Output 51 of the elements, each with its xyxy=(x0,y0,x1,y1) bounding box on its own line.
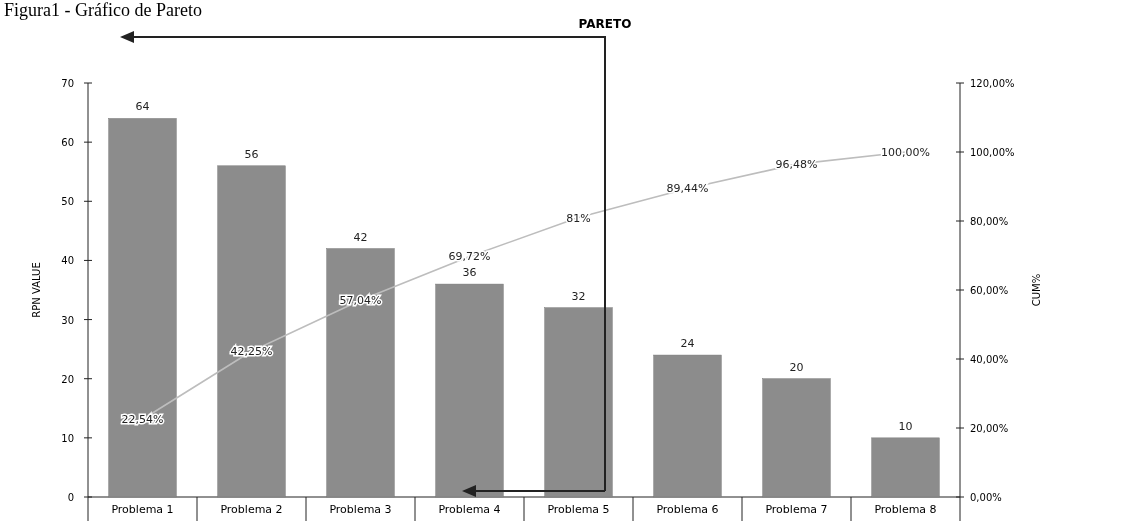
data-label: 56 xyxy=(244,147,259,161)
data-label: 57,04% xyxy=(339,294,382,308)
x-tick-label: Problema 6 xyxy=(656,503,719,516)
x-tick-label: Problema 5 xyxy=(547,503,610,516)
data-label: 69,72% xyxy=(448,250,491,264)
x-tick-label: Problema 4 xyxy=(438,503,501,516)
bar xyxy=(544,307,613,498)
text: PARETO xyxy=(578,17,632,31)
y2-tick-label: 60,00% xyxy=(970,285,1009,296)
x-tick-label: Problema 1 xyxy=(111,503,174,516)
y-tick-label: 50 xyxy=(61,196,74,208)
data-label: 96,48% xyxy=(775,158,818,172)
bar xyxy=(653,354,722,498)
data-label: 42 xyxy=(353,230,368,244)
data-label: 10 xyxy=(898,419,913,433)
y-tick-label: 30 xyxy=(61,314,74,326)
data-label: 100,00% xyxy=(881,146,930,159)
x-tick-label: Problema 8 xyxy=(874,503,937,516)
y-tick-label: 20 xyxy=(61,373,74,385)
data-label: 42,25% xyxy=(230,345,273,359)
y-tick-label: 10 xyxy=(61,432,74,444)
y-tick-label: 60 xyxy=(61,137,74,149)
bar xyxy=(762,378,831,498)
data-label: 64 xyxy=(135,100,150,114)
data-label: 32 xyxy=(571,289,586,303)
x-tick-label: Problema 7 xyxy=(765,503,828,516)
data-label: 36 xyxy=(462,266,477,280)
data-label: 20 xyxy=(789,360,804,374)
bar xyxy=(435,283,504,498)
x-tick-label: Problema 2 xyxy=(220,503,283,516)
y-tick-label: 40 xyxy=(61,255,74,267)
bar xyxy=(326,248,395,498)
data-label: 22,54% xyxy=(121,413,164,427)
x-tick-label: Problema 3 xyxy=(329,503,392,516)
bar xyxy=(217,165,286,498)
y2-tick-label: 80,00% xyxy=(970,216,1009,227)
bar xyxy=(108,118,177,498)
bar xyxy=(871,437,940,498)
y2-tick-label: 20,00% xyxy=(970,423,1009,434)
y2-tick-label: 100,00% xyxy=(970,147,1015,158)
data-label: 89,44% xyxy=(666,182,709,196)
y2-axis-title: CUM% xyxy=(1031,273,1042,307)
y2-tick-label: 120,00% xyxy=(970,78,1015,89)
y2-tick-label: 0,00% xyxy=(970,492,1002,503)
y-axis-title: RPN VALUE xyxy=(31,262,42,318)
data-label: 24 xyxy=(680,337,695,351)
y-tick-label: 70 xyxy=(61,78,74,89)
data-label: 81% xyxy=(566,211,591,225)
chart-title: Figura1 - Gráfico de Pareto xyxy=(4,0,202,20)
y-tick-label: 0 xyxy=(67,492,74,503)
y2-tick-label: 40,00% xyxy=(970,354,1009,365)
